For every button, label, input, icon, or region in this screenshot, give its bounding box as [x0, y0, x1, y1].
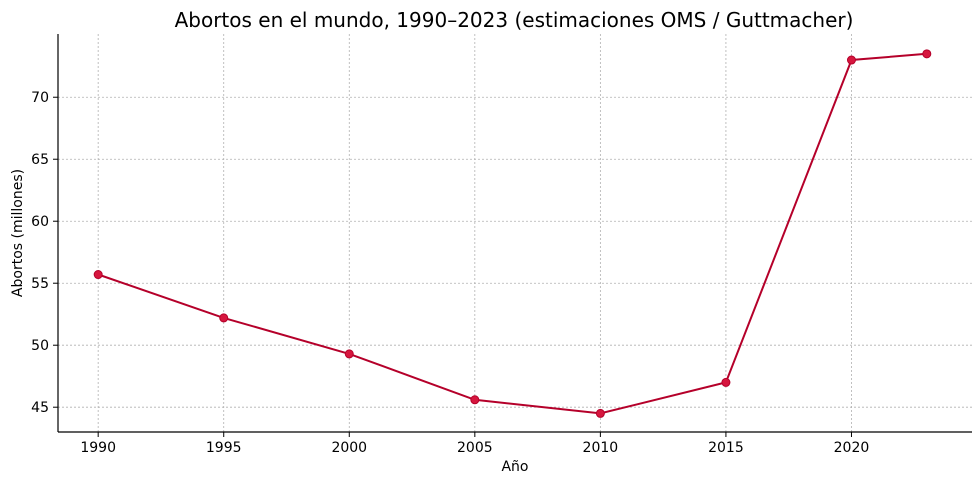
- data-point-marker: [922, 49, 932, 59]
- x-tick-label: 1990: [80, 440, 116, 456]
- x-tick-label: 2005: [457, 440, 493, 456]
- y-tick-label: 50: [31, 338, 49, 354]
- data-point-marker: [595, 408, 605, 418]
- x-tick-label: 1995: [206, 440, 242, 456]
- y-tick-label: 65: [31, 152, 49, 168]
- chart-title: Abortos en el mundo, 1990–2023 (estimaci…: [175, 8, 854, 32]
- data-series: [93, 49, 932, 418]
- y-tick-label: 45: [31, 400, 49, 416]
- data-point-marker: [219, 313, 229, 323]
- y-tick-label: 70: [31, 90, 49, 106]
- y-tick-label: 55: [31, 276, 49, 292]
- data-point-marker: [470, 395, 480, 405]
- y-tick-label: 60: [31, 214, 49, 230]
- data-point-marker: [721, 377, 731, 387]
- x-axis-label: Año: [501, 459, 528, 475]
- x-tick-label: 2020: [834, 440, 870, 456]
- x-tick-label: 2000: [331, 440, 367, 456]
- y-axis-label: Abortos (millones): [10, 169, 26, 297]
- grid-lines: [58, 34, 972, 432]
- data-point-marker: [344, 349, 354, 359]
- y-axis-ticks: 45 50 55 60 65 70: [31, 90, 58, 416]
- x-axis-ticks: 1990 1995 2000 2005 2010 2015 2020: [80, 432, 869, 456]
- x-tick-label: 2015: [708, 440, 744, 456]
- series-line: [97, 52, 927, 415]
- data-point-marker: [93, 270, 103, 280]
- data-point-marker: [846, 55, 856, 65]
- x-tick-label: 2010: [583, 440, 619, 456]
